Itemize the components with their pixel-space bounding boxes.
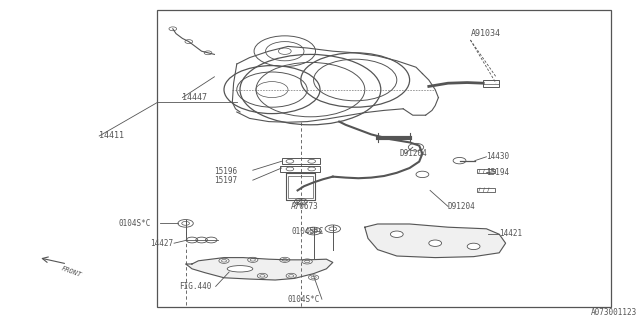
Circle shape: [467, 243, 480, 250]
Text: 0104S*C: 0104S*C: [118, 220, 151, 228]
Polygon shape: [365, 224, 506, 258]
Text: FRONT: FRONT: [61, 265, 83, 278]
Text: 15194: 15194: [486, 168, 509, 177]
Circle shape: [169, 27, 177, 31]
Text: 14430: 14430: [486, 152, 509, 161]
Text: 14447: 14447: [182, 93, 207, 102]
Text: D91204: D91204: [448, 202, 476, 211]
Text: 14427: 14427: [150, 239, 173, 248]
Text: D91204: D91204: [400, 149, 428, 158]
Circle shape: [204, 51, 212, 55]
Ellipse shape: [227, 266, 253, 272]
Text: 15197: 15197: [214, 176, 237, 185]
Bar: [157, 10, 611, 307]
Text: 15196: 15196: [214, 167, 237, 176]
Bar: [483, 80, 499, 87]
Bar: [477, 188, 495, 192]
Circle shape: [185, 40, 193, 44]
Text: FIG.440: FIG.440: [179, 282, 212, 291]
Bar: [282, 158, 320, 164]
Text: 0104S*C: 0104S*C: [291, 228, 324, 236]
Bar: [288, 176, 313, 198]
Bar: [280, 166, 320, 172]
Text: A91034: A91034: [470, 29, 500, 38]
Text: 14411: 14411: [99, 132, 124, 140]
Bar: [477, 169, 495, 173]
Text: A073001123: A073001123: [591, 308, 637, 317]
Circle shape: [429, 240, 442, 246]
Text: A70673: A70673: [291, 202, 319, 211]
Text: 0104S*C: 0104S*C: [288, 295, 321, 304]
Text: 14421: 14421: [499, 229, 522, 238]
Circle shape: [390, 231, 403, 237]
Polygon shape: [186, 258, 333, 280]
